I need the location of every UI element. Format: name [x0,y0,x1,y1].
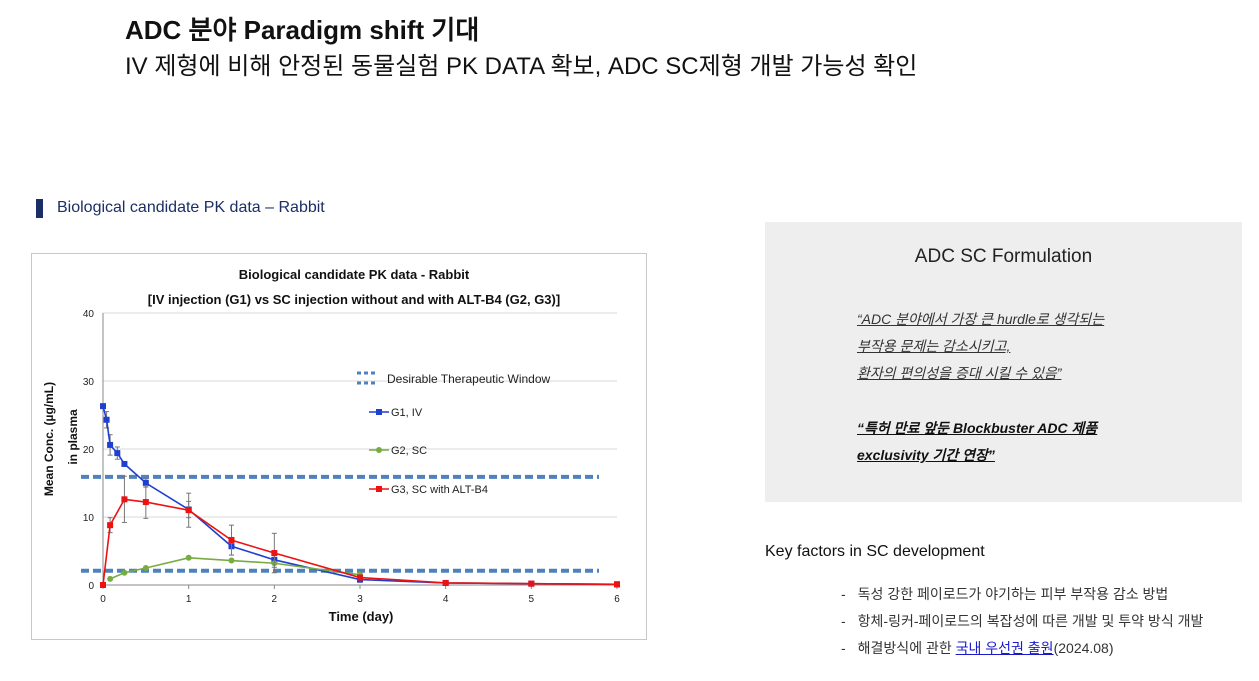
y-tick-label: 20 [83,445,95,456]
data-point [357,574,363,581]
quote-1-line-1: “ADC 분야에서 가장 큰 hurdle로 생각되는 [857,311,1105,327]
data-point [103,416,110,423]
data-point [271,550,278,557]
page-title: ADC 분야 Paradigm shift 기대 [125,15,480,45]
x-tick-label: 3 [357,594,363,605]
data-point [614,581,620,588]
dash-bullet-icon: - [841,613,846,629]
key-factor-text: 독성 강한 페이로드가 야기하는 피부 부작용 감소 방법 [857,586,1169,602]
series-line [102,405,618,586]
x-tick-label: 2 [272,594,278,605]
data-point [121,569,128,576]
key-factor-item: - 독성 강한 페이로드가 야기하는 피부 부작용 감소 방법 [841,584,1168,604]
data-point [528,580,535,587]
panel-title: ADC SC Formulation [914,246,1093,267]
legend-swatch-marker [376,486,382,492]
y-tick-label: 30 [83,377,95,388]
legend-label: Desirable Therapeutic Window [387,372,551,386]
data-point [121,496,128,503]
chart-x-label: Time (day) [329,609,394,624]
data-point [107,441,114,448]
data-point [142,480,149,486]
patent-filing-link[interactable]: 국내 우선권 출원 [955,640,1054,656]
quote-1-line-2: 부작용 문제는 감소시키고, [857,338,1011,354]
pk-chart: Biological candidate PK data - Rabbit [I… [31,253,647,640]
legend-label: G2, SC [391,445,427,457]
y-tick-label: 10 [83,513,95,524]
x-tick-label: 4 [443,594,449,605]
pk-chart-svg: Biological candidate PK data - Rabbit [I… [42,267,620,624]
legend-swatch-marker [376,409,382,415]
chart-y-label-line1: Mean Conc. (µg/mL) [42,382,56,496]
data-point [100,403,106,410]
dash-bullet-icon: - [841,586,846,602]
chart-title: Biological candidate PK data - Rabbit [239,267,470,282]
x-tick-label: 1 [186,594,192,605]
data-point [114,450,121,457]
key-factor-item: - 해결방식에 관한 국내 우선권 출원(2024.08) [841,638,1114,658]
x-tick-label: 6 [614,594,620,605]
y-tick-label: 40 [83,309,95,320]
data-point [142,499,149,506]
legend-swatch-marker [376,447,382,453]
data-point [442,579,449,586]
data-point [121,460,128,467]
section-heading-label: Biological candidate PK data – Rabbit [57,199,325,216]
key-factor-text-suffix: (2024.08) [1053,640,1114,656]
x-tick-label: 0 [100,594,106,605]
chart-y-label-line2: in plasma [66,409,80,465]
data-point [142,565,149,571]
quote-2-line-1: “특허 만료 앞둔 Blockbuster ADC 제품 [857,420,1098,436]
legend-label: G3, SC with ALT-B4 [391,484,488,496]
page-subtitle: IV 제형에 비해 안정된 동물실험 PK DATA 확보, ADC SC제형 … [125,53,918,80]
data-point [107,575,114,582]
data-point [185,507,192,514]
data-point [228,537,235,544]
key-factor-text: 항체-링커-페이로드의 복잡성에 따른 개발 및 투약 방식 개발 [857,613,1204,629]
data-point [185,554,192,561]
section-heading: Biological candidate PK data – Rabbit [36,198,325,218]
x-tick-label: 5 [529,594,535,605]
y-tick-label: 0 [88,581,94,592]
section-bar-icon [36,198,43,218]
chart-subtitle: [IV injection (G1) vs SC injection witho… [148,292,560,307]
data-point [228,557,235,564]
quote-2-line-2: exclusivity 기간 연장” [857,447,995,463]
legend-label: G1, IV [391,407,423,419]
data-point [100,582,106,588]
sc-formulation-panel: ADC SC Formulation “ADC 분야에서 가장 큰 hurdle… [765,222,1242,502]
data-point [107,522,114,529]
key-factor-text-prefix: 해결방식에 관한 [857,640,956,656]
key-factors-title: Key factors in SC development [765,543,985,560]
dash-bullet-icon: - [841,640,846,656]
key-factor-item: - 항체-링커-페이로드의 복잡성에 따른 개발 및 투약 방식 개발 [841,611,1203,631]
quote-1-line-3: 환자의 편의성을 증대 시킬 수 있음” [857,365,1062,381]
